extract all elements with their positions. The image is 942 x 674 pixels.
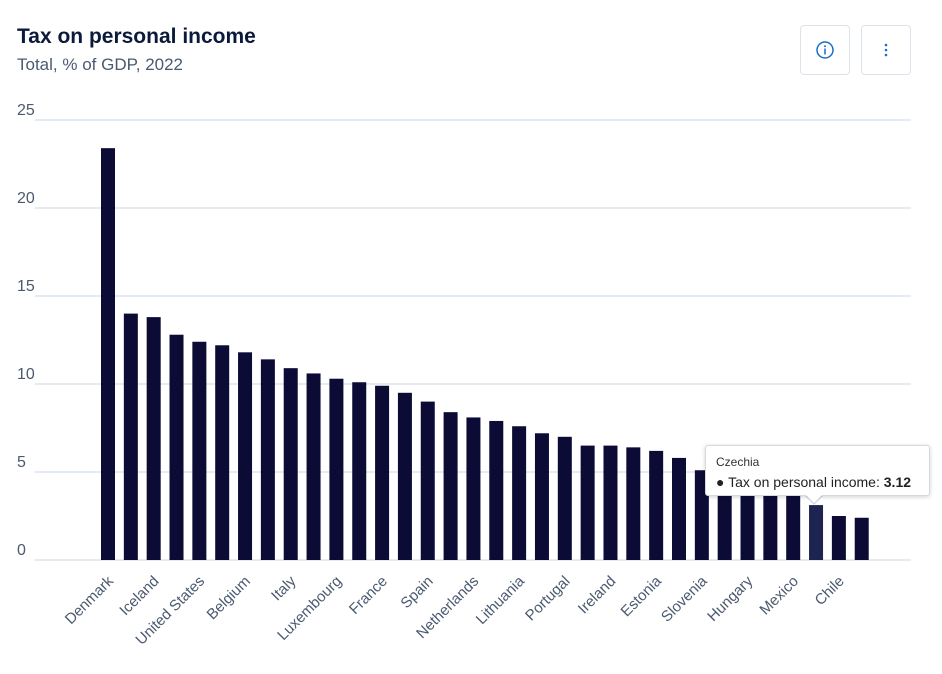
chart-subtitle: Total, % of GDP, 2022 [17, 55, 184, 74]
x-category-label: Hungary [704, 572, 756, 624]
x-category-label: Slovenia [658, 572, 711, 625]
bar-5[interactable] [215, 345, 230, 560]
bar-7[interactable] [260, 359, 275, 560]
bar-1[interactable] [123, 313, 138, 560]
bar-3[interactable] [169, 334, 184, 560]
x-category-label: Lithuania [473, 572, 529, 628]
info-button[interactable] [800, 25, 850, 75]
bar-17[interactable] [489, 420, 504, 560]
x-category-label: Denmark [62, 572, 117, 627]
tooltip-bullet: ● [716, 474, 725, 490]
bars [101, 148, 869, 560]
chart-title: Tax on personal income [17, 25, 256, 48]
bar-2[interactable] [146, 317, 161, 560]
bar-31[interactable] [809, 505, 824, 560]
vertical-ellipsis-icon [884, 43, 888, 57]
bar-21[interactable] [580, 445, 595, 560]
x-category-label: Italy [268, 572, 300, 604]
bar-11[interactable] [352, 382, 367, 560]
bar-24[interactable] [649, 450, 664, 560]
bar-30[interactable] [786, 491, 801, 560]
bar-23[interactable] [626, 447, 641, 560]
bar-29[interactable] [763, 486, 778, 560]
bar-6[interactable] [238, 352, 253, 560]
y-tick-label-25: 25 [17, 102, 35, 119]
tooltip-category: Czechia [716, 455, 760, 469]
y-tick-label-5: 5 [17, 454, 26, 471]
bar-19[interactable] [534, 433, 549, 560]
y-tick-label-0: 0 [17, 542, 26, 559]
info-circle-icon [816, 41, 834, 59]
tooltip-value: 3.12 [883, 474, 912, 490]
bar-13[interactable] [397, 392, 412, 560]
bar-33[interactable] [854, 517, 869, 560]
bar-8[interactable] [283, 368, 298, 560]
bar-4[interactable] [192, 341, 207, 560]
y-tick-label-15: 15 [17, 278, 35, 295]
x-category-label: Spain [397, 573, 436, 612]
y-tick-label-20: 20 [17, 190, 35, 207]
x-category-label: Belgium [204, 573, 254, 623]
bar-18[interactable] [512, 426, 527, 560]
y-axis-tick-labels: 0 5 10 15 20 25 [17, 102, 35, 559]
bar-12[interactable] [375, 385, 390, 560]
tooltip: Czechia ● Tax on personal income: 3.12 [705, 445, 930, 496]
more-options-button[interactable] [861, 25, 911, 75]
bar-16[interactable] [466, 417, 481, 560]
bar-32[interactable] [831, 516, 846, 560]
bar-27[interactable] [717, 475, 732, 560]
bar-10[interactable] [329, 378, 344, 560]
tooltip-series-line: ● Tax on personal income: 3.12 [716, 474, 919, 490]
x-category-label: Mexico [756, 573, 802, 619]
bar-25[interactable] [672, 457, 686, 560]
bar-14[interactable] [420, 401, 435, 560]
bar-22[interactable] [603, 445, 618, 560]
tooltip-arrow [806, 495, 822, 503]
bar-15[interactable] [443, 412, 458, 560]
tooltip-series-label: Tax on personal income: [728, 474, 880, 490]
bar-0[interactable] [101, 148, 115, 560]
x-category-label: France [346, 573, 391, 618]
bar-9[interactable] [306, 373, 321, 560]
x-category-label: Ireland [575, 573, 619, 617]
y-tick-label-10: 10 [17, 366, 35, 383]
bar-28[interactable] [740, 480, 755, 560]
x-category-label: Chile [812, 573, 848, 609]
bar-20[interactable] [557, 436, 572, 560]
x-category-label: Portugal [522, 573, 574, 625]
